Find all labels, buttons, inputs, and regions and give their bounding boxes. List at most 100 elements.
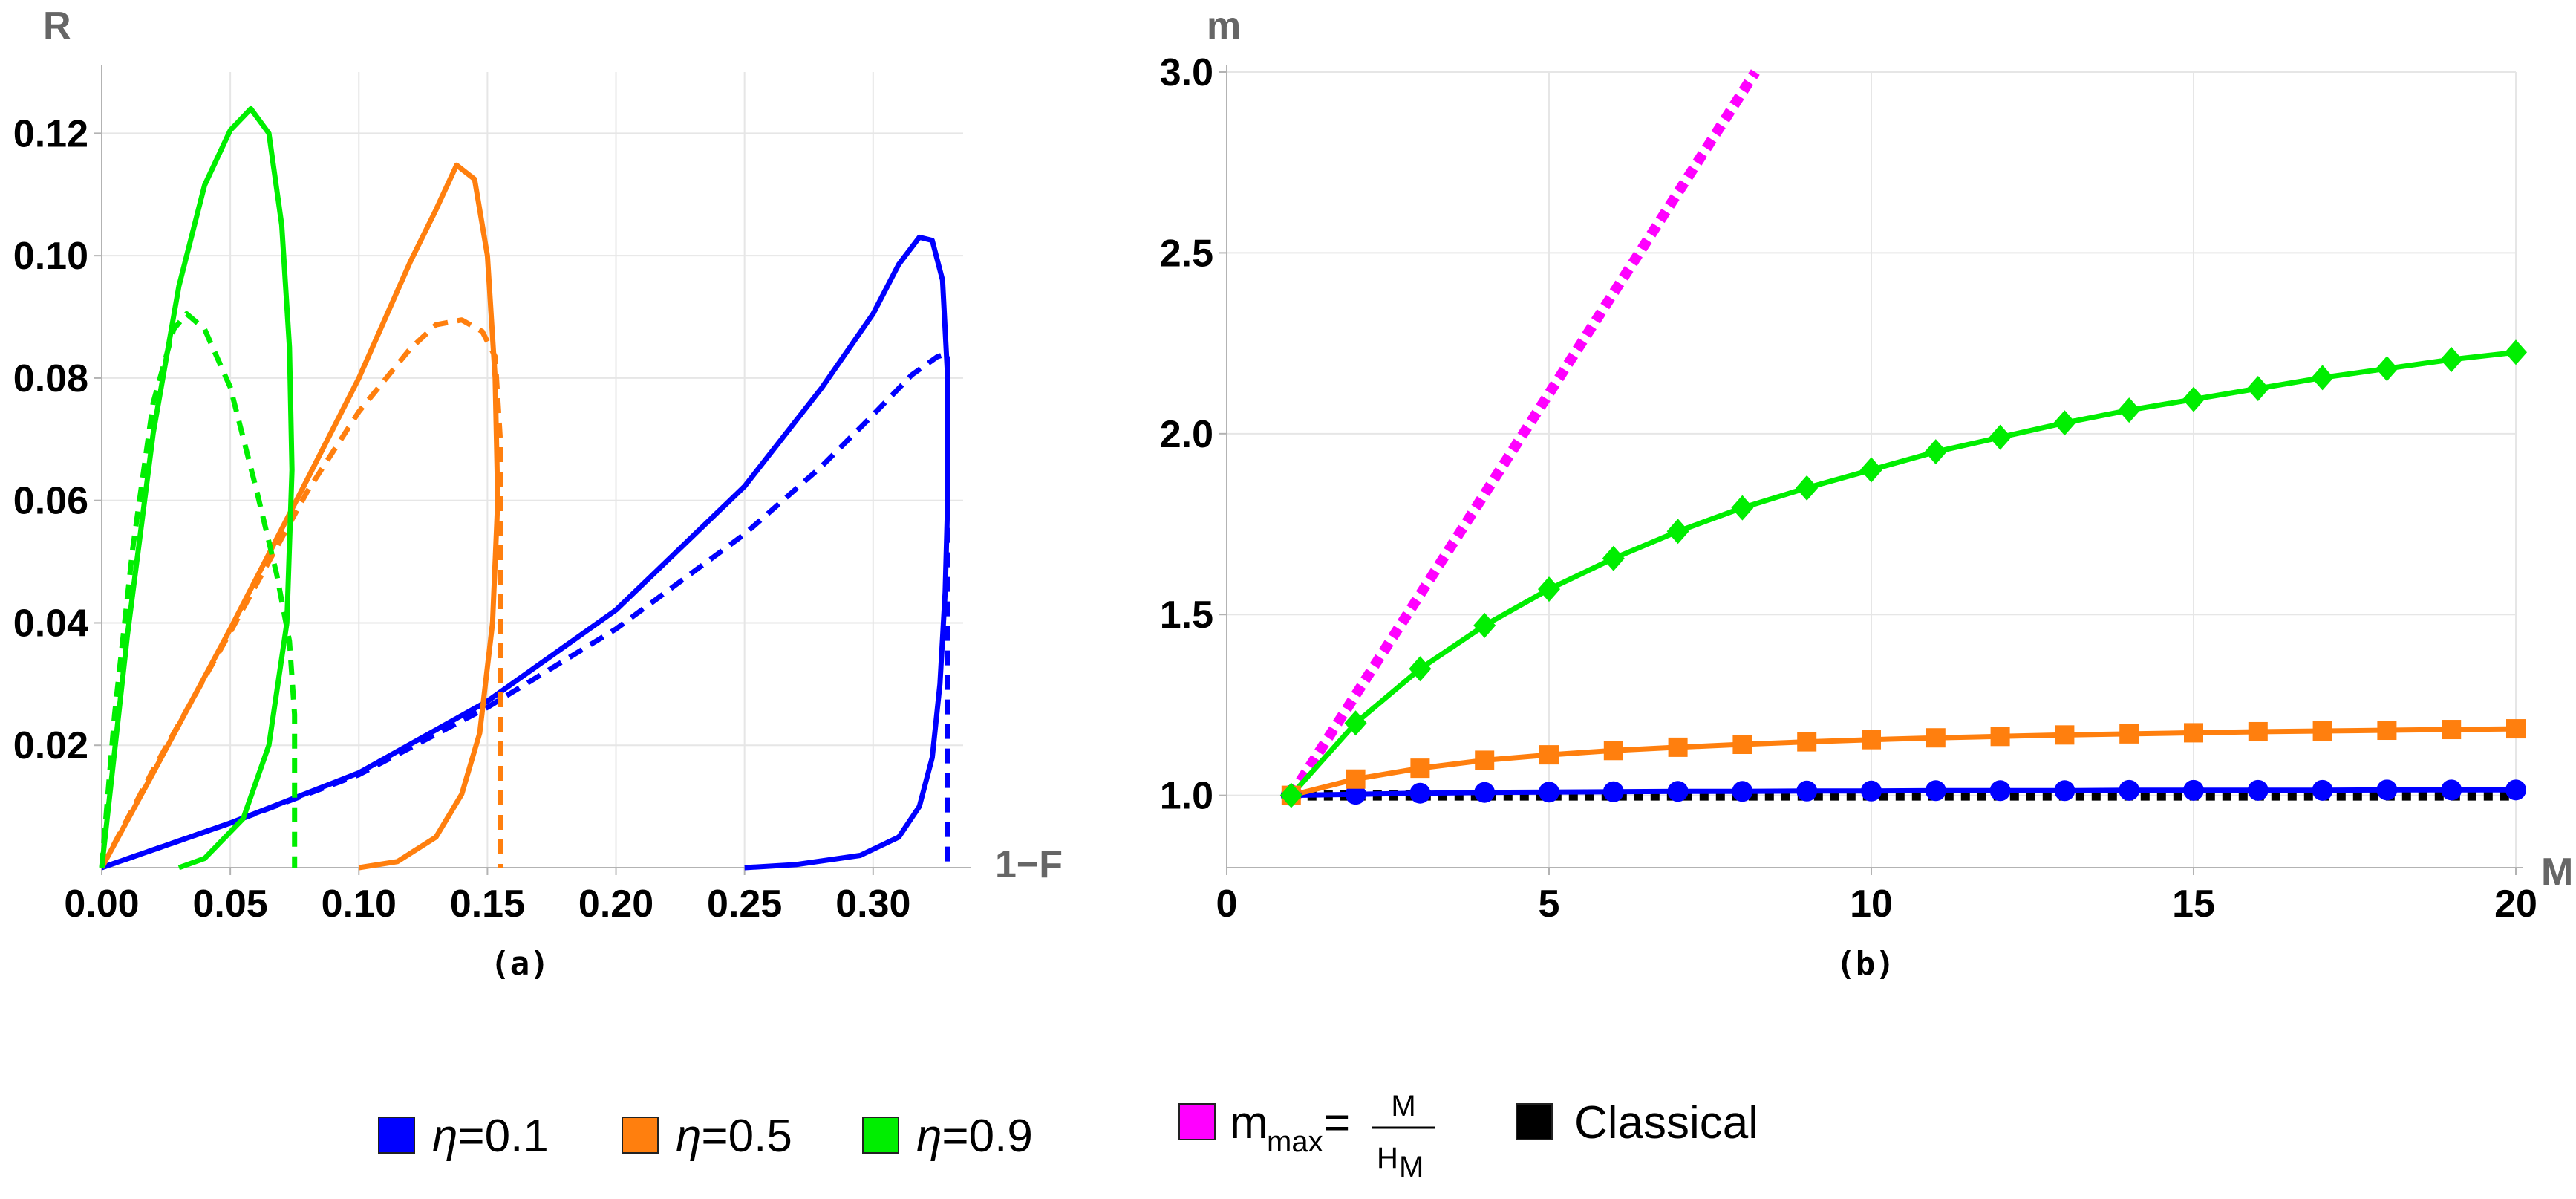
chart-b-point-circle <box>2441 779 2462 801</box>
chart-a-panel-label: (a) <box>490 945 549 983</box>
chart-b-point-diamond <box>1409 656 1432 682</box>
legend-label-eta-0.1: =0.1 <box>457 1111 548 1162</box>
x-tick-label: 20 <box>2494 883 2537 926</box>
legend-eta-symbol: η <box>676 1111 701 1162</box>
chart-a-ylabel: R <box>43 4 71 48</box>
chart-b-point-circle <box>1539 782 1559 803</box>
chart-b-point-square <box>2377 721 2397 741</box>
chart-b-point-circle <box>2119 779 2140 801</box>
chart-b-point-square <box>1668 737 1688 757</box>
chart-b-point-diamond <box>1989 424 2012 450</box>
x-tick-label: 15 <box>2172 883 2215 926</box>
chart-b-series <box>1279 69 2527 808</box>
chart-b-point-square <box>1926 728 1946 748</box>
x-tick-label: 0.00 <box>64 883 139 926</box>
x-tick-label: 0.20 <box>578 883 653 926</box>
chart-b-point-square <box>2442 720 2462 740</box>
legend-swatch-eta-0.5 <box>622 1117 659 1154</box>
svg-text:η=0.9: η=0.9 <box>916 1111 1033 1162</box>
chart-b-point-diamond <box>1731 495 1754 521</box>
chart-b-point-diamond <box>2376 356 2399 382</box>
chart-b-point-square <box>2055 725 2075 745</box>
x-tick-label: 0.10 <box>322 883 397 926</box>
y-tick-label: 1.0 <box>1160 775 1213 818</box>
chart-b-point-square <box>1990 727 2010 747</box>
chart-b-point-square <box>1475 750 1495 770</box>
svg-text:η=0.5: η=0.5 <box>676 1111 792 1162</box>
y-tick-label: 2.5 <box>1160 232 1213 275</box>
chart-b-point-square <box>2119 724 2139 744</box>
legend-item-classical: Classical <box>1516 1097 1758 1148</box>
legend-mmax-denominator-sub: M <box>1399 1151 1424 1183</box>
chart-b-point-diamond <box>1666 519 1689 545</box>
chart-a: 0.00 0.05 0.10 0.15 0.20 0.25 0.30 0.02 0.04 0.06… <box>13 4 1063 983</box>
chart-b-point-diamond <box>1796 475 1819 501</box>
chart-b-line-series-2 <box>1291 787 2516 799</box>
legend-mmax-sub: max <box>1267 1125 1323 1158</box>
legend-swatch-classical <box>1516 1103 1553 1140</box>
legend-eta-symbol: η <box>432 1111 457 1162</box>
y-tick-label: 1.5 <box>1160 594 1213 637</box>
chart-b: 0 5 10 15 20 1.0 1.5 2.0 2.5 3.0 m M (b) <box>1160 4 2574 983</box>
chart-b-point-square <box>1797 732 1817 752</box>
chart-b-line-series-3 <box>1290 726 2517 798</box>
chart-b-point-circle <box>1345 784 1366 805</box>
chart-b-point-square <box>1862 730 1881 750</box>
legend-mmax-numerator: M <box>1391 1090 1415 1122</box>
x-tick-label: 10 <box>1850 883 1893 926</box>
x-tick-label: 0.15 <box>450 883 525 926</box>
chart-b-point-square <box>2312 721 2332 741</box>
chart-b-line-series-4 <box>1289 349 2517 797</box>
chart-b-point-diamond <box>1473 612 1496 638</box>
chart-b-point-circle <box>1667 781 1689 802</box>
x-tick-label: 0.25 <box>707 883 782 926</box>
x-tick-label: 0.30 <box>835 883 910 926</box>
x-tick-label: 0 <box>1216 883 1238 926</box>
chart-b-point-circle <box>1602 781 1624 802</box>
chart-b-point-circle <box>2247 779 2269 801</box>
y-tick-label: 2.0 <box>1160 413 1213 456</box>
chart-b-point-square <box>1539 745 1559 765</box>
chart-a-xlabel: 1−F <box>995 843 1063 886</box>
chart-b-line-m-max <box>1286 69 1760 799</box>
chart-b-point-circle <box>1409 782 1431 804</box>
y-tick-label: 0.12 <box>13 112 88 155</box>
legend-item-eta-0.9: η=0.9 <box>862 1111 1033 1162</box>
legend-label-eta-0.9: =0.9 <box>942 1111 1032 1162</box>
chart-b-point-circle <box>1989 780 2011 802</box>
chart-b-point-circle <box>1732 781 1753 802</box>
chart-b-ylabel: m <box>1207 4 1241 48</box>
chart-b-point-diamond <box>2440 347 2463 373</box>
chart-b-point-diamond <box>1344 710 1367 736</box>
legend-item-mmax: m max = M H M <box>1178 1090 1435 1183</box>
chart-b-point-diamond <box>1279 782 1302 808</box>
y-tick-label: 0.08 <box>13 357 88 400</box>
legend-mmax-denominator: H <box>1377 1142 1398 1174</box>
chart-b-point-diamond <box>1924 439 1947 465</box>
chart-b-point-square <box>1732 734 1752 754</box>
chart-a-grid <box>102 72 963 868</box>
legend-mmax-eq: = <box>1323 1097 1350 1148</box>
chart-a-series-5 <box>99 311 298 868</box>
y-tick-label: 0.02 <box>13 724 88 767</box>
chart-b-point-circle <box>2376 779 2398 801</box>
legend-mmax-base: m <box>1230 1097 1268 1148</box>
chart-b-xlabel: M <box>2541 851 2573 894</box>
chart-b-point-square <box>2184 723 2203 743</box>
chart-b-ticks: 0 5 10 15 20 1.0 1.5 2.0 2.5 3.0 <box>1160 51 2537 926</box>
chart-b-point-square <box>1410 758 1430 779</box>
chart-b-point-circle <box>2312 779 2333 801</box>
chart-b-panel-label: (b) <box>1836 945 1894 983</box>
chart-b-point-diamond <box>2118 397 2141 423</box>
chart-b-point-diamond <box>2505 339 2527 365</box>
chart-b-point-square <box>1603 741 1623 761</box>
chart-a-axes <box>94 65 971 875</box>
chart-b-point-circle <box>1474 782 1496 803</box>
chart-a-series-2 <box>99 162 500 871</box>
svg-text:η=0.1: η=0.1 <box>432 1111 549 1162</box>
chart-b-point-diamond <box>2311 365 2334 391</box>
chart-b-point-circle <box>1796 780 1818 802</box>
legend-swatch-eta-0.9 <box>862 1117 899 1154</box>
chart-b-point-diamond <box>1538 576 1560 602</box>
